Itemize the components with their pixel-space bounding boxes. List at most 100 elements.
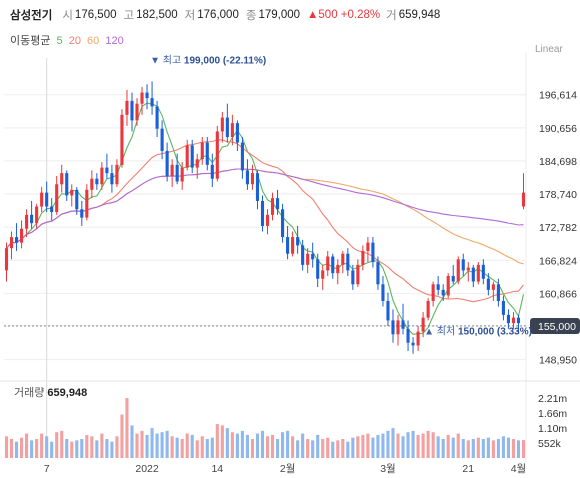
candle-body — [331, 256, 335, 274]
volume-bar — [270, 434, 275, 458]
volume-bar — [506, 437, 510, 458]
volume-bar — [486, 437, 490, 458]
candle — [286, 225, 290, 260]
volume-bar — [125, 398, 129, 458]
candle — [90, 170, 94, 199]
candle-body — [486, 278, 490, 290]
volume-bar — [140, 430, 144, 458]
volume-bar — [20, 437, 24, 458]
volume-bar — [511, 438, 516, 458]
candle-body — [356, 264, 360, 285]
candle — [341, 250, 345, 274]
volume-bar — [275, 438, 280, 458]
volume-bar — [291, 436, 295, 458]
candle — [376, 256, 380, 290]
volume-bar — [225, 428, 229, 458]
volume-bar — [215, 424, 219, 458]
candle-body — [35, 206, 39, 224]
volume-bar — [376, 434, 380, 458]
candle-body — [110, 173, 114, 185]
candle — [140, 87, 144, 115]
scale-type-label[interactable]: Linear — [535, 44, 563, 55]
candle — [235, 120, 239, 151]
candle — [401, 303, 405, 335]
volume-bar — [230, 432, 234, 458]
candle-body — [165, 150, 169, 176]
candle-body — [316, 259, 320, 279]
volume-bar — [25, 433, 29, 458]
candle — [150, 81, 154, 115]
candle-body — [170, 164, 174, 176]
high-marker: ▼ 최고 199,000 (-22.11%) — [150, 54, 266, 66]
candle — [336, 259, 340, 285]
high-label: 고 — [123, 10, 135, 22]
volume-bar — [481, 438, 485, 458]
candle — [155, 100, 159, 138]
candle-body — [140, 92, 144, 104]
candle-body — [220, 117, 224, 132]
ma-5-line — [6, 102, 525, 335]
candle-body — [341, 253, 345, 265]
candle — [4, 242, 9, 282]
candle — [135, 98, 139, 126]
x-axis-label: 2월 — [280, 463, 296, 475]
candle-body — [55, 184, 59, 213]
volume-bar — [245, 434, 249, 458]
volume-bar — [220, 425, 224, 458]
candle-body — [275, 198, 280, 210]
x-axis-label: 2022 — [135, 463, 159, 475]
volume-bar — [411, 430, 415, 458]
candle — [346, 248, 350, 276]
candle-body — [70, 189, 74, 196]
candle — [466, 262, 470, 282]
candle-body — [120, 114, 124, 165]
candle — [50, 198, 54, 221]
candle — [115, 159, 119, 188]
candle-body — [45, 192, 49, 207]
candle — [120, 109, 124, 168]
candle — [265, 209, 270, 235]
candle-body — [9, 237, 14, 249]
candle — [406, 320, 410, 351]
volume-bar — [30, 440, 34, 458]
ma-120-line — [6, 168, 524, 249]
volume-bar — [165, 430, 169, 458]
candle — [521, 173, 526, 210]
volume-bar — [471, 438, 475, 458]
candle-body — [265, 214, 270, 226]
candle-body — [255, 173, 260, 201]
candle-body — [381, 284, 385, 301]
candle — [321, 264, 325, 290]
volume-bar — [426, 430, 430, 458]
volume-bar — [446, 434, 450, 458]
volume-bar — [331, 441, 335, 458]
candle — [240, 137, 244, 179]
candle — [35, 203, 39, 229]
candle-body — [65, 173, 69, 196]
volume-bar — [386, 430, 390, 458]
price-header: 삼성전기 시 176,500 고 182,500 저 176,000 종 179… — [10, 6, 447, 24]
candle-body — [371, 242, 375, 263]
candle-body — [155, 106, 159, 129]
candle — [436, 275, 440, 296]
volume-bar — [155, 433, 159, 458]
volume-bar — [250, 438, 255, 458]
candle-body — [336, 264, 340, 274]
volume-panel-value: 659,948 — [47, 387, 87, 399]
candle-body — [135, 103, 139, 121]
volume-bar — [175, 437, 179, 458]
volume-bar — [491, 440, 495, 458]
candle-body — [446, 275, 450, 296]
candle — [205, 137, 209, 171]
candle — [361, 245, 365, 271]
candle-body — [80, 209, 84, 218]
low-value: 176,000 — [197, 9, 239, 21]
volume-bar — [160, 432, 164, 458]
moving-average-legend[interactable]: 이동평균 5 20 60 120 — [10, 32, 127, 48]
volume-bar — [356, 436, 360, 458]
x-axis-label: 21 — [462, 463, 474, 475]
candle — [160, 120, 164, 160]
candle-body — [185, 145, 189, 168]
candle — [506, 309, 510, 329]
